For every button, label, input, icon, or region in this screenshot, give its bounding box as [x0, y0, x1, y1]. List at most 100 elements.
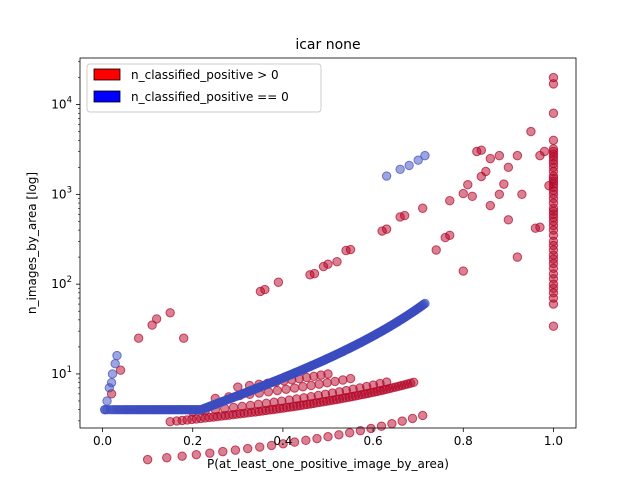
data-point-positive [323, 432, 333, 442]
data-point-positive [151, 314, 162, 324]
data-point-positive [512, 252, 523, 262]
data-point-positive [503, 215, 514, 225]
data-point-positive [147, 320, 157, 330]
data-point-positive [115, 365, 126, 375]
chart-title: icar none [295, 37, 360, 53]
data-point-positive [503, 162, 514, 173]
data-point-zero [112, 350, 122, 361]
data-point-positive [458, 266, 468, 276]
data-point-positive [399, 210, 410, 221]
data-point-positive [445, 195, 455, 206]
data-point-positive [272, 385, 283, 396]
data-point-positive [323, 369, 333, 379]
data-point-positive [366, 423, 376, 434]
data-point-positive [485, 153, 496, 164]
data-point-positive [191, 449, 202, 460]
data-point-positive [539, 146, 550, 157]
data-point-positive [298, 382, 308, 392]
x-tick-label: 0.0 [93, 434, 112, 448]
data-point-positive [332, 256, 342, 267]
legend-label-zero: n_classified_positive == 0 [131, 90, 289, 104]
data-point-zero [110, 359, 120, 369]
x-tick-label: 0.2 [183, 434, 202, 448]
y-tick-label: 104 [51, 96, 72, 112]
data-point-positive [381, 224, 392, 234]
data-point-positive [301, 435, 311, 446]
x-axis-label: P(at_least_one_positive_image_by_area) [207, 457, 449, 471]
data-point-positive [548, 108, 559, 118]
data-point-positive [338, 375, 348, 385]
data-point-positive [269, 397, 279, 407]
data-point-positive [281, 384, 291, 394]
data-point-positive [278, 439, 288, 449]
data-point-positive [306, 380, 316, 391]
y-tick-label: 102 [51, 275, 72, 291]
data-point-positive [397, 416, 407, 426]
data-point-zero [420, 150, 430, 161]
legend: n_classified_positive > 0 n_classified_p… [86, 63, 322, 113]
x-tick-label: 0.8 [454, 434, 473, 448]
legend-swatch-zero [93, 90, 121, 103]
data-point-positive [535, 222, 545, 232]
data-point-positive [314, 379, 324, 389]
y-tick-label: 101 [51, 365, 72, 381]
y-axis-label: n_images_by_area [log] [25, 172, 39, 314]
legend-box [86, 63, 322, 113]
data-point-positive [245, 400, 256, 411]
data-point-positive [334, 430, 344, 440]
data-points [100, 72, 559, 465]
data-point-positive [526, 126, 536, 137]
data-point-positive [494, 189, 505, 200]
data-point-positive [381, 377, 392, 387]
data-point-positive [273, 277, 284, 287]
data-point-zero [100, 404, 110, 415]
data-point-positive [548, 79, 559, 89]
data-point-positive [548, 321, 559, 331]
data-point-positive [205, 448, 215, 458]
data-point-positive [312, 433, 322, 444]
data-point-positive [345, 373, 356, 384]
data-point-positive [323, 259, 333, 269]
y-axis: 101 102 103 104 [51, 61, 80, 422]
data-point-zero [404, 160, 414, 171]
data-point-positive [133, 333, 144, 343]
data-point-positive [376, 421, 387, 431]
data-point-positive [289, 383, 300, 393]
data-point-positive [177, 451, 187, 461]
data-point-positive [467, 191, 477, 202]
data-point-positive [330, 376, 340, 387]
data-point-positive [431, 245, 441, 255]
data-point-positive [417, 203, 428, 213]
data-point-positive [289, 437, 300, 447]
data-point-positive [253, 399, 264, 410]
data-point-positive [218, 446, 228, 457]
data-point-positive [485, 200, 496, 211]
data-point-positive [512, 150, 523, 161]
data-point-zero [107, 369, 118, 379]
data-point-positive [548, 299, 559, 309]
data-point-positive [458, 188, 468, 199]
data-point-positive [476, 145, 487, 155]
data-point-positive [417, 410, 428, 421]
data-point-zero [395, 164, 405, 175]
data-point-positive [243, 443, 253, 454]
y-tick-label: 103 [51, 185, 72, 201]
data-point-positive [260, 284, 270, 295]
data-point-positive [387, 419, 397, 429]
x-tick-label: 0.6 [364, 434, 383, 448]
data-point-positive [179, 333, 189, 343]
data-point-positive [345, 244, 356, 255]
data-point-positive [309, 268, 320, 279]
data-point-positive [517, 189, 527, 200]
data-point-positive [344, 428, 355, 438]
data-point-positive [408, 377, 419, 388]
data-point-positive [261, 398, 272, 408]
x-tick-label: 0.4 [273, 434, 292, 448]
data-point-positive [499, 179, 509, 189]
data-point-positive [445, 230, 455, 240]
data-point-positive [494, 150, 505, 161]
legend-label-positive: n_classified_positive > 0 [131, 68, 279, 82]
x-axis: 0.0 0.2 0.4 0.6 0.8 1.0 [93, 428, 563, 448]
